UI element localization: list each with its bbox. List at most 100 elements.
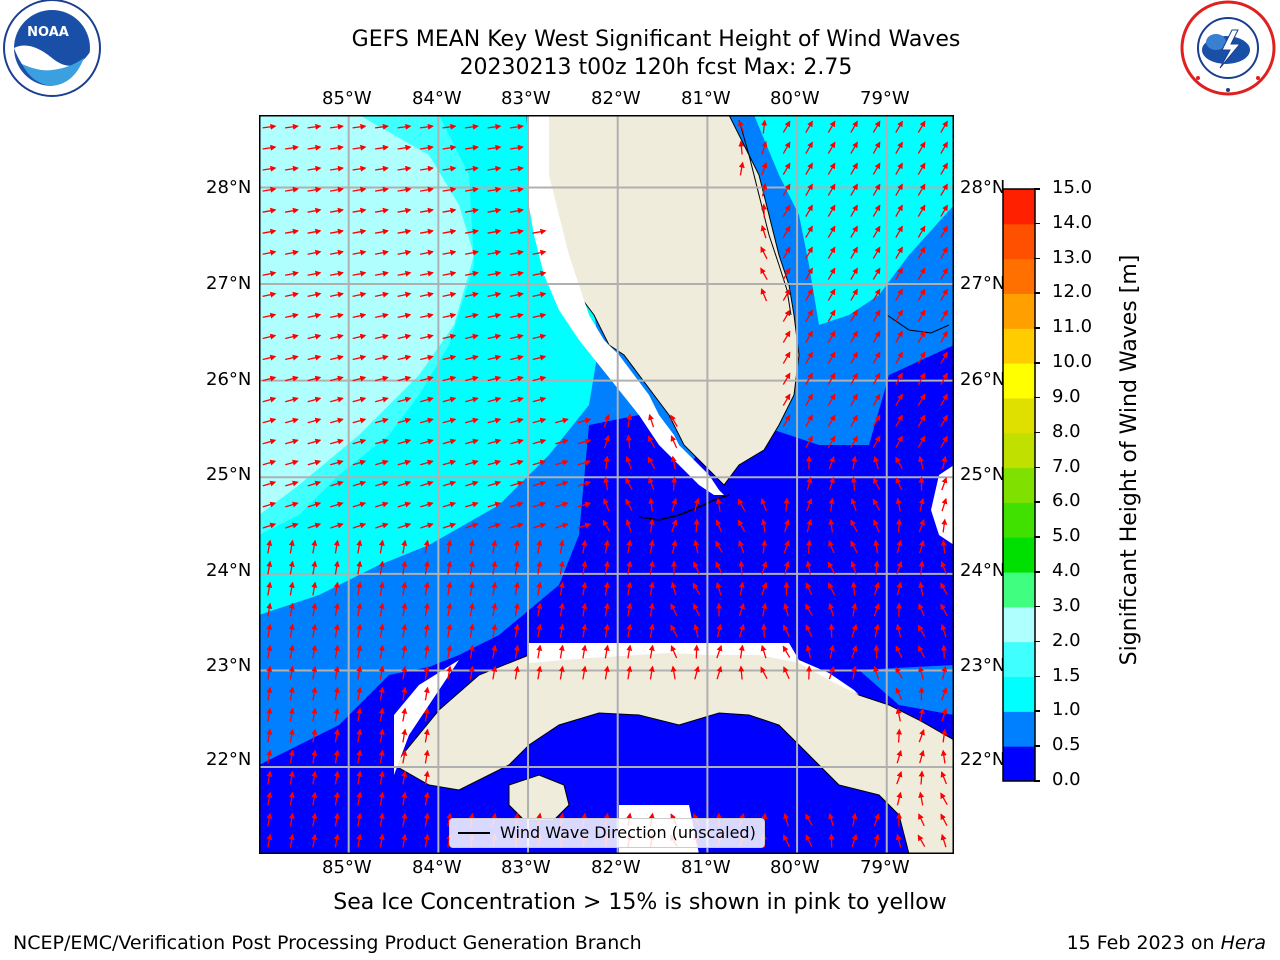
wind-wave-arrow — [442, 144, 457, 151]
wind-wave-arrow — [266, 707, 273, 722]
wind-wave-arrow — [288, 539, 295, 554]
wind-wave-arrow — [626, 623, 633, 638]
wind-wave-arrow — [509, 207, 524, 214]
wind-wave-arrow — [805, 582, 813, 596]
colorbar-segment — [1003, 746, 1035, 782]
wind-wave-arrow — [401, 581, 408, 596]
wind-wave-arrow — [378, 770, 385, 785]
wind-wave-arrow — [558, 539, 565, 554]
lat-label-left-27n: 27°N — [206, 273, 252, 294]
legend-line-sample — [458, 832, 490, 834]
wind-wave-arrow — [285, 480, 299, 487]
wind-wave-arrow — [805, 414, 813, 427]
wind-wave-arrow — [536, 539, 543, 554]
lat-label-right-28n: 28°N — [960, 177, 1006, 198]
wind-wave-arrow — [577, 522, 592, 529]
wind-wave-arrow — [491, 602, 498, 617]
wind-wave-arrow — [783, 602, 790, 617]
colorbar-tick-label: 7.0 — [1052, 455, 1081, 477]
wind-wave-arrow — [288, 644, 295, 659]
wind-wave-arrow — [423, 686, 430, 701]
wind-wave-arrow — [918, 791, 925, 806]
wind-wave-arrow — [895, 833, 902, 848]
wind-wave-arrow — [872, 498, 881, 511]
wind-wave-arrow — [827, 246, 836, 259]
wind-wave-arrow — [307, 333, 322, 340]
wind-wave-arrow — [940, 749, 947, 764]
wind-wave-arrow — [352, 354, 367, 361]
wind-wave-arrow — [446, 602, 453, 617]
wind-wave-arrow — [805, 560, 812, 575]
wind-wave-arrow — [895, 351, 903, 364]
wind-wave-arrow — [329, 165, 344, 172]
wind-wave-arrow — [895, 246, 903, 259]
wind-wave-arrow — [872, 351, 881, 364]
wind-wave-arrow — [285, 459, 299, 466]
wind-wave-arrow — [465, 312, 479, 319]
wind-wave-arrow — [307, 396, 322, 403]
wind-wave-arrow — [307, 312, 322, 319]
wind-wave-arrow — [761, 581, 768, 596]
wind-wave-arrow — [581, 665, 588, 680]
wind-wave-arrow — [465, 480, 479, 487]
wind-wave-arrow — [850, 372, 858, 385]
wind-wave-arrow — [465, 375, 479, 382]
wind-wave-arrow — [374, 228, 389, 235]
wind-wave-arrow — [917, 309, 926, 322]
wind-wave-arrow — [895, 393, 903, 406]
wind-wave-arrow — [288, 770, 295, 785]
lat-label-right-24n: 24°N — [960, 560, 1006, 581]
colorbar-segment — [1003, 432, 1035, 469]
wind-wave-arrow — [397, 417, 412, 424]
wind-wave-arrow — [374, 207, 389, 214]
wind-wave-arrow — [917, 834, 926, 847]
wind-wave-arrow — [532, 312, 547, 319]
wind-wave-arrow — [288, 623, 295, 638]
wind-wave-arrow — [378, 581, 385, 596]
wind-wave-arrow — [420, 396, 434, 403]
wind-wave-arrow — [581, 644, 588, 659]
wind-wave-arrow — [670, 624, 678, 637]
wind-wave-arrow — [423, 728, 430, 743]
wind-wave-arrow — [715, 581, 722, 596]
wind-wave-arrow — [648, 539, 655, 554]
wind-wave-arrow — [468, 539, 475, 554]
colorbar-tick-mark — [1034, 431, 1040, 434]
wind-wave-arrow — [311, 812, 318, 827]
wind-wave-arrow — [487, 417, 502, 424]
wind-wave-arrow — [420, 480, 434, 487]
wind-wave-arrow — [487, 249, 502, 256]
wind-wave-arrow — [487, 123, 502, 130]
wind-wave-arrow — [558, 665, 565, 680]
wind-wave-arrow — [401, 770, 408, 785]
wind-wave-arrow — [581, 539, 588, 554]
wind-wave-arrow — [262, 270, 277, 277]
wind-wave-arrow — [446, 539, 453, 554]
wind-wave-arrow — [577, 501, 592, 508]
wind-wave-arrow — [465, 396, 479, 403]
wind-wave-arrow — [805, 183, 813, 196]
wind-wave-arrow — [329, 207, 344, 214]
wind-wave-arrow — [262, 165, 277, 172]
wind-wave-arrow — [266, 749, 273, 764]
wind-wave-arrow — [378, 791, 385, 806]
wind-wave-arrow — [420, 354, 434, 361]
wind-wave-arrow — [532, 396, 547, 403]
wind-wave-arrow — [895, 288, 903, 301]
wind-wave-arrow — [374, 144, 389, 151]
wind-wave-arrow — [872, 141, 881, 154]
lon-label-top-83w: 83°W — [501, 88, 551, 109]
wind-wave-arrow — [555, 459, 569, 466]
wind-wave-arrow — [715, 519, 723, 533]
wind-wave-arrow — [532, 249, 547, 256]
wind-wave-arrow — [917, 267, 926, 280]
wind-wave-arrow — [333, 623, 340, 638]
colorbar-frame — [1002, 188, 1036, 782]
wind-wave-arrow — [510, 396, 524, 403]
wind-wave-arrow — [872, 183, 881, 196]
wind-wave-arrow — [873, 665, 880, 680]
wind-wave-arrow — [918, 665, 924, 680]
wind-wave-arrow — [940, 141, 948, 154]
colorbar-segment — [1003, 572, 1035, 608]
wind-wave-arrow — [329, 270, 344, 277]
